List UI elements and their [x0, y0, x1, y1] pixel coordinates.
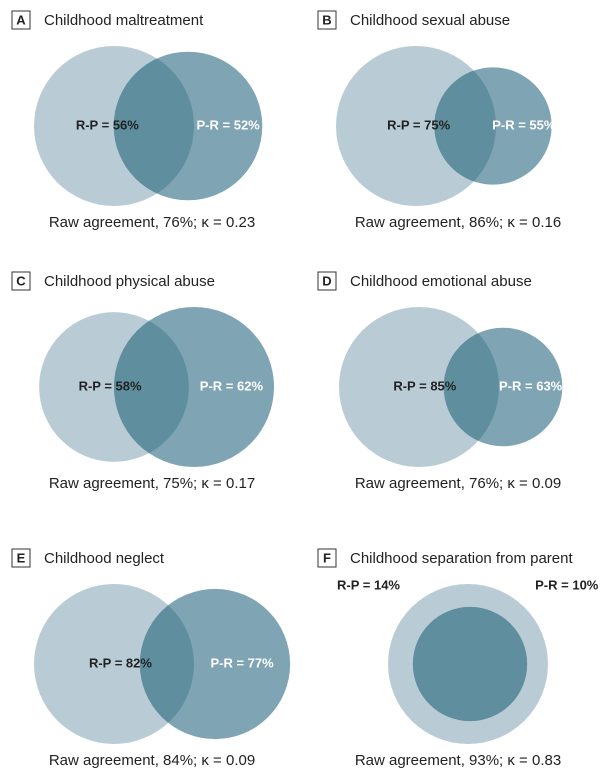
panel: C Childhood physical abuse R-P = 58% P-R = …: [11, 271, 274, 492]
panel-letter: E: [17, 550, 26, 565]
panel-letter: B: [322, 12, 331, 27]
panel: A Childhood maltreatment R-P = 56% P-R = 52…: [11, 10, 263, 231]
value-label: P-R = 52%: [197, 117, 261, 132]
panel-title: Childhood maltreatment: [44, 12, 204, 29]
value-label: P-R = 63%: [499, 378, 563, 393]
panel-title: Childhood physical abuse: [44, 273, 215, 290]
overlap: [139, 588, 194, 740]
overlap: [434, 67, 496, 185]
value-label: R-P = 56%: [76, 117, 139, 132]
caption: Raw agreement, 76%; κ = 0.23: [49, 214, 255, 231]
caption: Raw agreement, 76%; κ = 0.09: [355, 475, 561, 492]
value-label: R-P = 14%: [337, 577, 400, 592]
panel: F Childhood separation from parent R-P = 1…: [317, 548, 599, 769]
value-label: P-R = 62%: [200, 378, 264, 393]
caption: Raw agreement, 75%; κ = 0.17: [49, 475, 255, 492]
panel-letter: A: [16, 12, 26, 27]
overlap: [113, 51, 194, 201]
panel-title: Childhood sexual abuse: [350, 12, 510, 29]
value-label: P-R = 10%: [535, 577, 599, 592]
value-label: P-R = 55%: [492, 117, 556, 132]
panel-letter-box: [317, 548, 337, 568]
panel: B Childhood sexual abuse R-P = 75% P-R = 55…: [317, 10, 561, 231]
value-label: R-P = 58%: [79, 378, 142, 393]
value-label: P-R = 77%: [210, 655, 274, 670]
overlap: [114, 312, 189, 462]
panel: E Childhood neglect R-P = 82% P-R = 77% Raw …: [11, 548, 291, 769]
panel-letter-box: [317, 271, 337, 291]
panel-letter: F: [323, 550, 331, 565]
value-label: R-P = 85%: [393, 378, 456, 393]
caption: Raw agreement, 93%; κ = 0.83: [355, 752, 561, 769]
overlap: [412, 606, 528, 722]
panel-title: Childhood separation from parent: [350, 550, 573, 567]
overlap: [443, 327, 499, 447]
panel-letter: D: [322, 273, 331, 288]
value-label: R-P = 75%: [387, 117, 450, 132]
value-label: R-P = 82%: [89, 655, 152, 670]
panel-letter-box: [11, 271, 31, 291]
panel-letter-box: [11, 548, 31, 568]
panel-title: Childhood emotional abuse: [350, 273, 532, 290]
panel-letter-box: [11, 10, 31, 30]
panel-title: Childhood neglect: [44, 550, 165, 567]
panel-letter-box: [317, 10, 337, 30]
panel-letter: C: [16, 273, 26, 288]
set-circle: [339, 307, 499, 467]
panel: D Childhood emotional abuse R-P = 85% P-R =…: [317, 271, 563, 492]
caption: Raw agreement, 86%; κ = 0.16: [355, 214, 561, 231]
caption: Raw agreement, 84%; κ = 0.09: [49, 752, 255, 769]
